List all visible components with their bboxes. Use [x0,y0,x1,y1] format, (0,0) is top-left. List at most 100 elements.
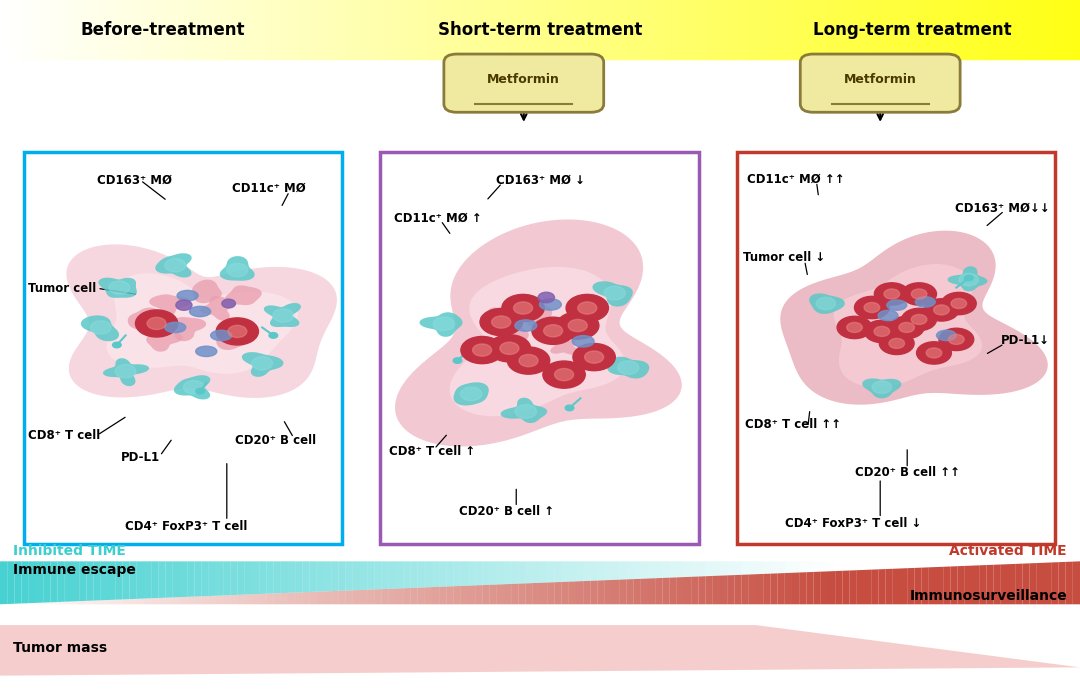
Bar [508,0,512,59]
Polygon shape [770,561,778,574]
Polygon shape [550,337,578,355]
Polygon shape [626,561,634,579]
Text: Immune escape: Immune escape [13,563,136,577]
Circle shape [500,342,518,354]
Bar [321,0,325,59]
Polygon shape [461,586,468,604]
Circle shape [433,317,455,331]
Bar [259,0,264,59]
Bar [565,0,570,59]
Bar [187,0,192,59]
Circle shape [216,318,258,345]
Polygon shape [252,561,259,595]
Bar [680,0,685,59]
Bar [856,0,862,59]
Bar [79,0,84,59]
Bar [288,0,293,59]
Circle shape [939,328,974,351]
Polygon shape [454,383,489,405]
Circle shape [942,292,976,315]
Circle shape [252,357,272,370]
Polygon shape [799,572,807,604]
Circle shape [568,319,588,332]
Bar [810,0,814,59]
Bar [529,0,534,59]
Circle shape [864,303,880,313]
Bar [694,0,700,59]
Polygon shape [670,561,677,578]
Polygon shape [86,561,94,601]
Polygon shape [893,568,900,604]
Polygon shape [288,593,295,604]
Bar [738,0,743,59]
Bar [612,0,617,59]
Polygon shape [316,561,324,592]
Polygon shape [656,561,662,578]
Bar [630,0,635,59]
Polygon shape [310,561,316,592]
Circle shape [912,315,927,324]
Polygon shape [156,253,191,277]
Polygon shape [809,293,845,314]
Bar [105,0,109,59]
Bar [500,0,505,59]
Bar [367,0,372,59]
Bar [392,0,397,59]
Circle shape [565,405,573,411]
Bar [483,0,487,59]
Bar [380,152,699,544]
Polygon shape [375,561,381,590]
Text: CD8⁺ T cell ↑: CD8⁺ T cell ↑ [389,446,475,458]
Polygon shape [72,601,79,604]
Bar [313,0,318,59]
Bar [702,0,706,59]
Polygon shape [691,577,699,604]
Circle shape [964,275,973,281]
Polygon shape [1066,561,1072,604]
Bar [375,0,379,59]
Bar [316,0,322,59]
Bar [651,0,657,59]
Polygon shape [173,597,180,604]
Polygon shape [381,561,389,589]
Bar [551,0,555,59]
Bar [295,0,300,59]
Bar [872,0,876,59]
Polygon shape [200,296,237,321]
Bar [1062,0,1067,59]
Polygon shape [165,561,173,597]
Polygon shape [527,306,552,328]
Polygon shape [367,561,375,590]
Bar [68,0,73,59]
Polygon shape [86,601,94,604]
Polygon shape [454,586,461,604]
Polygon shape [684,577,691,604]
Polygon shape [591,581,597,604]
Polygon shape [449,267,625,416]
Polygon shape [202,561,208,596]
Bar [396,0,401,59]
Bar [170,0,174,59]
Polygon shape [634,579,640,604]
Bar [932,0,937,59]
Polygon shape [742,561,748,574]
Polygon shape [273,561,281,593]
Circle shape [902,283,936,305]
Bar [734,0,739,59]
Bar [1026,0,1030,59]
Bar [759,0,765,59]
Bar [576,0,581,59]
Bar [194,0,199,59]
Text: CD11c⁺ MØ ↑: CD11c⁺ MØ ↑ [394,212,482,225]
Bar [656,0,660,59]
Polygon shape [94,561,100,601]
Circle shape [538,292,554,303]
Polygon shape [151,598,159,604]
Polygon shape [583,581,591,604]
Polygon shape [878,569,886,604]
Polygon shape [259,594,267,604]
Bar [731,0,735,59]
Polygon shape [381,589,389,604]
Polygon shape [699,561,705,577]
Polygon shape [662,578,670,604]
